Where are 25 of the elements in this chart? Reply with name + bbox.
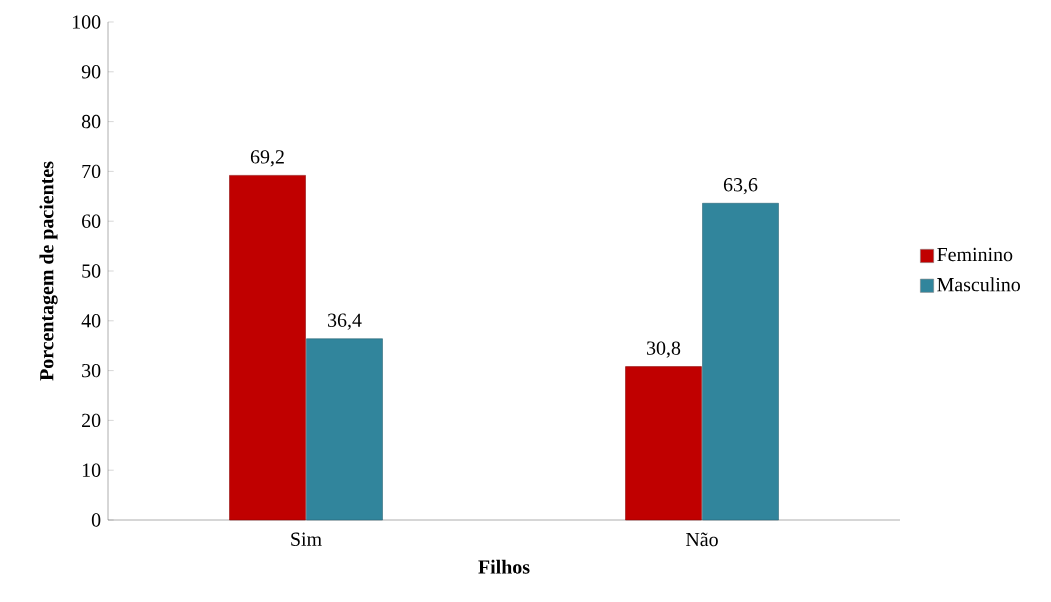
- y-axis-title: Porcentagem de pacientes: [39, 161, 58, 381]
- x-tick-label: Não: [685, 532, 718, 547]
- y-tick-label: 90: [81, 65, 101, 79]
- bar: [625, 366, 702, 521]
- bar: [702, 203, 779, 521]
- y-tick-label: 10: [82, 463, 101, 477]
- data-label: 36,4: [328, 313, 362, 330]
- y-tick-label: 50: [82, 264, 101, 278]
- data-label: 30,8: [647, 341, 681, 358]
- y-tick-label: 0: [91, 513, 101, 527]
- y-tick-label: 80: [81, 114, 101, 129]
- y-tick-label: 40: [81, 314, 101, 328]
- y-tick-label: 70: [82, 164, 101, 179]
- y-tick-label: 100: [72, 15, 101, 29]
- data-label: 63,6: [723, 178, 758, 195]
- bar: [306, 338, 383, 521]
- data-label: 69,2: [250, 150, 284, 167]
- x-tick-label: Sim: [291, 532, 322, 546]
- bar: [229, 175, 306, 521]
- y-tick-label: 20: [82, 413, 101, 428]
- y-tick-label: 60: [82, 214, 101, 228]
- legend-label: Masculino: [937, 277, 1020, 292]
- x-axis-title: Filhos: [478, 559, 530, 574]
- y-tick-label: 30: [82, 363, 101, 378]
- legend-label: Feminino: [937, 247, 1013, 262]
